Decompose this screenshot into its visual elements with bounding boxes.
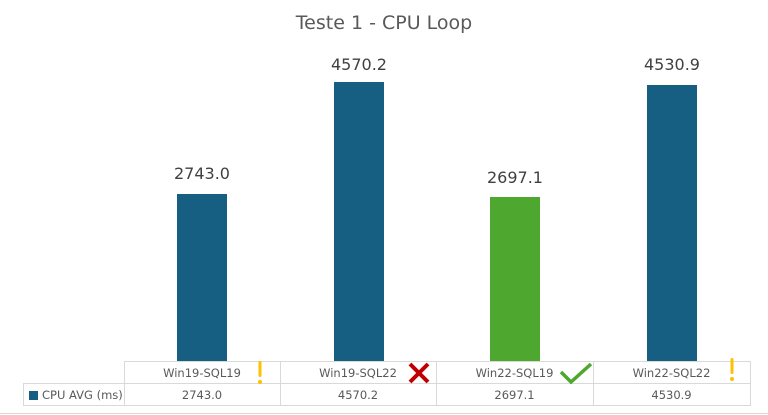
series-row: CPU AVG (ms) 2743.0 4570.2 2697.1 4530.9	[23, 383, 751, 406]
data-table: Win19-SQL19 Win19-SQL22 Win22-SQL19 Win2…	[23, 358, 751, 406]
category-cell: Win22-SQL22	[592, 358, 751, 384]
bottom-divider	[0, 413, 768, 414]
value-cell: 2743.0	[123, 383, 281, 406]
bar-value-label: 4530.9	[644, 55, 700, 74]
bar-value-label: 2697.1	[487, 168, 543, 187]
cross-icon	[408, 362, 429, 384]
category-cell: Win19-SQL19	[123, 361, 281, 384]
bar-value-label: 2743.0	[174, 164, 230, 183]
category-cell: Win22-SQL19	[435, 361, 594, 384]
value-cell: 4570.2	[279, 383, 437, 406]
warning-icon	[257, 361, 262, 384]
bar-win22-sql19	[490, 197, 540, 361]
bar-win19-sql22	[334, 82, 384, 361]
legend-swatch	[29, 390, 38, 400]
value-cell: 2697.1	[435, 383, 594, 406]
value-cell: 4530.9	[592, 383, 751, 406]
bar-value-label: 4570.2	[331, 55, 387, 74]
bar-win19-sql19	[177, 194, 227, 361]
warning-icon	[729, 358, 734, 381]
category-cell: Win19-SQL22	[279, 361, 437, 384]
plot-area: 2743.0 4570.2 2697.1 4530.9	[124, 50, 750, 361]
check-icon	[559, 362, 592, 384]
legend-entry: CPU AVG (ms)	[23, 383, 125, 406]
bar-win22-sql22	[647, 85, 697, 361]
chart-title: Teste 1 - CPU Loop	[295, 12, 473, 34]
category-row: Win19-SQL19 Win19-SQL22 Win22-SQL19 Win2…	[23, 358, 751, 384]
